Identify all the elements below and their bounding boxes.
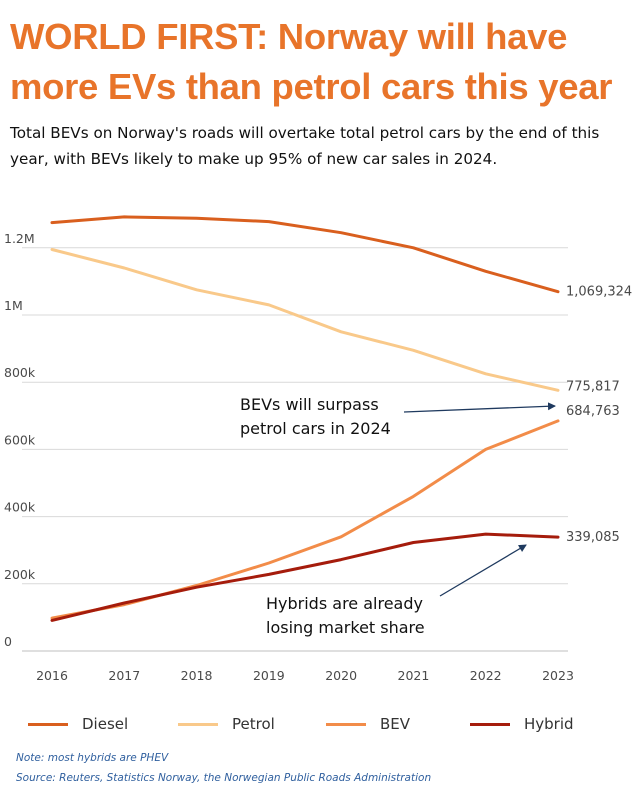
x-tick-label: 2021: [398, 668, 430, 683]
legend-label: Petrol: [232, 715, 275, 733]
x-tick-label: 2019: [253, 668, 285, 683]
annotations: BEVs will surpass petrol cars in 2024 Hybr…: [240, 395, 556, 637]
legend-swatch: [28, 722, 68, 726]
chart-title: WORLD FIRST: Norway will have more EVs t…: [10, 16, 613, 107]
series-line-diesel: [50, 215, 560, 294]
y-tick-label: 400k: [4, 500, 36, 515]
y-tick-label: 0: [4, 634, 12, 649]
end-label-petrol: 775,817: [566, 379, 620, 394]
series-lines: [50, 215, 560, 622]
x-tick-label: 2020: [325, 668, 357, 683]
legend-item-diesel: Diesel: [28, 712, 128, 736]
legend-swatch: [178, 722, 218, 726]
line-chart: 0 200k 400k 600k 800k 1M 1.2M 2016 2017 2018 2019 2…: [4, 215, 632, 683]
x-tick-label: 2022: [470, 668, 502, 683]
y-tick-label: 800k: [4, 365, 36, 380]
legend-item-hybrid: Hybrid: [470, 712, 574, 736]
legend-item-bev: BEV: [326, 712, 410, 736]
x-tick-label: 2017: [108, 668, 140, 683]
legend-label: Hybrid: [524, 715, 574, 733]
x-tick-label: 2023: [542, 668, 574, 683]
legend-label: Diesel: [82, 715, 129, 733]
x-tick-label: 2016: [36, 668, 68, 683]
legend-swatch: [470, 722, 510, 726]
end-label-bev: 684,763: [566, 404, 620, 419]
legend-item-petrol: Petrol: [178, 712, 275, 736]
y-tick-label: 1M: [4, 298, 23, 313]
annotation-hybrid-text: Hybrids are already losing market share: [266, 594, 425, 637]
series-line-hybrid: [50, 532, 560, 622]
y-tick-label: 1.2M: [4, 231, 35, 246]
annotation-hybrid-arrow: [439, 544, 527, 597]
annotation-bev-arrow: [403, 402, 556, 413]
legend-swatch: [326, 722, 366, 726]
annotation-bev-text: BEVs will surpass petrol cars in 2024: [240, 395, 391, 438]
end-label-diesel: 1,069,324: [566, 285, 632, 300]
end-label-hybrid: 339,085: [566, 530, 620, 545]
chart-subtitle: Total BEVs on Norway's roads will overta…: [10, 124, 600, 168]
legend: Diesel Petrol BEV Hybrid: [0, 712, 639, 736]
series-line-bev: [50, 419, 560, 620]
end-labels: 1,069,324 775,817 684,763 339,085: [566, 285, 632, 545]
chart-source: Source: Reuters, Statistics Norway, the …: [16, 772, 432, 784]
chart-note: Note: most hybrids are PHEV: [16, 752, 169, 764]
y-tick-label: 600k: [4, 432, 36, 447]
legend-label: BEV: [380, 715, 411, 733]
x-tick-label: 2018: [181, 668, 213, 683]
axes: 0 200k 400k 600k 800k 1M 1.2M 2016 2017 2018 2019 2…: [4, 231, 574, 683]
y-tick-label: 200k: [4, 567, 36, 582]
series-line-petrol: [50, 248, 560, 392]
